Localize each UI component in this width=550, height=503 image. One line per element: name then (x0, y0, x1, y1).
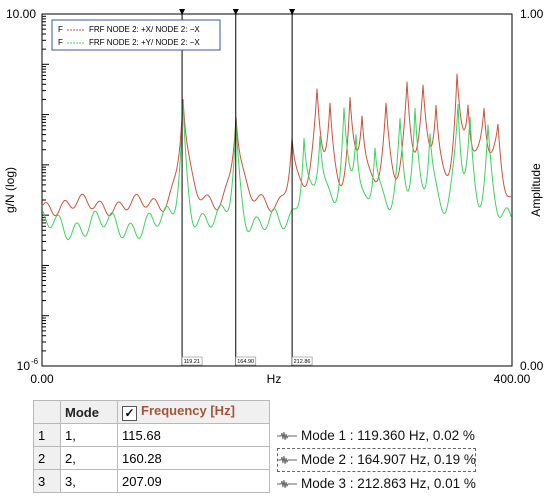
row-index: 3 (33, 469, 61, 493)
mode-item-selected[interactable]: Mode 2 : 164.907 Hz, 0.19 % (277, 448, 476, 472)
row-frequency[interactable]: 207.09 (117, 469, 270, 493)
table-row[interactable]: 3 3, 207.09 (33, 469, 270, 493)
mode-item-label: Mode 1 : 119.360 Hz, 0.02 % (301, 428, 475, 443)
legend-box (51, 19, 221, 51)
waveform-icon (277, 479, 297, 489)
legend-prefix-2: F (58, 38, 63, 47)
mode-item[interactable]: Mode 1 : 119.360 Hz, 0.02 % (277, 424, 476, 448)
mode-item-label: Mode 3 : 212.863 Hz, 0.01 % (301, 476, 476, 491)
mode-table: Mode ✓ Frequency [Hz] 1 1, 115.68 2 2, 16… (33, 400, 270, 493)
frf-plot[interactable]: 119.21 164.90 212.86 F FRF NODE 2: +X/ NOD… (0, 0, 550, 400)
mode-item[interactable]: Mode 3 : 212.863 Hz, 0.01 % (277, 472, 476, 496)
legend-label-2: FRF NODE 2: +Y/ NODE 2: −X (89, 38, 200, 47)
y-axis-bottom-base: 10 (17, 359, 31, 373)
mode-list: Mode 1 : 119.360 Hz, 0.02 % Mode 2 : 164… (277, 424, 476, 496)
cursor-label-3: 212.86 (294, 359, 311, 365)
row-mode[interactable]: 3, (60, 469, 118, 493)
row-frequency[interactable]: 115.68 (117, 423, 270, 447)
right-axis-top-label: 1.00 (520, 7, 544, 21)
x-axis-min-label: 0.00 (30, 372, 54, 386)
cursor-handle-icon[interactable] (232, 9, 239, 15)
frequency-header-label: Frequency [Hz] (141, 403, 235, 418)
legend: F FRF NODE 2: +X/ NODE 2: −X F FRF NODE … (51, 19, 221, 51)
cursor-label-1: 119.21 (184, 359, 200, 365)
row-frequency[interactable]: 160.28 (117, 446, 270, 470)
plot-area (41, 13, 513, 367)
table-header-row: Mode ✓ Frequency [Hz] (33, 400, 270, 424)
table-header-index (33, 400, 61, 424)
cursor-handle-icon[interactable] (179, 9, 186, 15)
red-trace (42, 73, 512, 217)
checkbox-icon[interactable]: ✓ (122, 406, 137, 421)
table-row[interactable]: 1 1, 115.68 (33, 423, 270, 447)
cursor-label-box (291, 356, 313, 366)
right-axis-label: Amplitude (529, 163, 543, 217)
table-row[interactable]: 2 2, 160.28 (33, 446, 270, 470)
legend-prefix-1: F (58, 25, 63, 34)
right-axis-bottom-label: 0.00 (520, 359, 544, 373)
cursor-handle-icon[interactable] (289, 9, 296, 15)
cursor-label-box (235, 356, 257, 366)
mode-item-label: Mode 2 : 164.907 Hz, 0.19 % (301, 452, 476, 467)
table-header-frequency[interactable]: ✓ Frequency [Hz] (117, 400, 270, 424)
row-index: 2 (33, 446, 61, 470)
y-axis-label: g/N (log) (3, 167, 17, 213)
table-header-mode[interactable]: Mode (60, 400, 118, 424)
row-mode[interactable]: 1, (60, 423, 118, 447)
waveform-icon (277, 431, 297, 441)
y-axis-bottom-exp: -6 (31, 357, 39, 366)
waveform-icon (277, 455, 297, 465)
cursors[interactable]: 119.21 164.90 212.86 (179, 9, 313, 366)
row-mode[interactable]: 2, (60, 446, 118, 470)
x-axis-label: Hz (267, 372, 282, 386)
row-index: 1 (33, 423, 61, 447)
cursor-label-2: 164.90 (237, 359, 254, 365)
legend-label-1: FRF NODE 2: +X/ NODE 2: −X (89, 25, 200, 34)
y-axis-top-label: 10.00 (6, 7, 36, 21)
cursor-label-box (181, 356, 203, 366)
y-axis-ticks (42, 13, 49, 352)
traces (42, 73, 512, 241)
green-trace (42, 103, 512, 241)
x-axis-max-label: 400.00 (494, 372, 531, 386)
